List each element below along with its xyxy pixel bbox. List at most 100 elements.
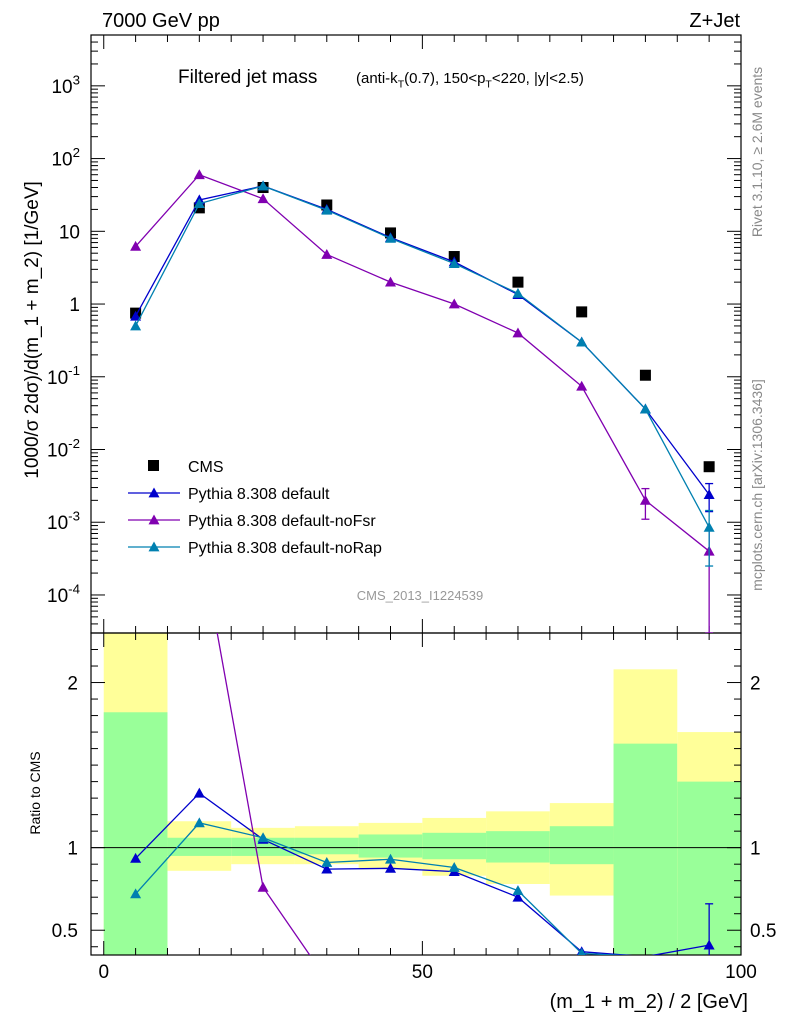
ratio-line [216,633,311,955]
data-point [130,310,142,321]
x-axis-label: (m_1 + m_2) / 2 [GeV] [550,991,748,1013]
data-point [512,327,524,338]
series-line [135,185,710,495]
y-tick-label: 10-2​ [47,436,80,462]
data-point [321,204,333,215]
y-tick-label: 102​ [51,145,80,171]
data-point [448,258,460,268]
x-tick-label: 0 [98,962,109,983]
ratio-point [385,862,397,873]
axis-ticks: 103​ 102​ 10 1 10-1​ 10-2​ 10-3​ 10-4​ 0.5 0.5 1 1 2… [47,34,776,983]
data-point [703,521,715,532]
data-point [576,380,588,391]
main-panel-marks [130,169,715,633]
x-tick-label: 50 [412,962,433,983]
ratio-series-pythia-8.308-default-nofsr [216,633,311,955]
ratio-ylabel: Ratio to CMS [27,751,43,834]
data-point [639,403,651,414]
ratio-point [321,857,333,867]
data-point [512,276,524,288]
data-point [321,248,333,259]
data-point [639,369,651,381]
ratio-point [703,939,715,950]
series-line [135,185,710,528]
series-pythia-8.308-default-norap [130,180,715,567]
ratio-point [577,947,586,955]
ratio-y-tick-label-right: 2 [750,674,761,695]
ratio-point [321,863,333,874]
rivet-label: Rivet 3.1.10, ≥ 2.6M events [749,67,765,237]
band-inner-bin [549,826,614,865]
ratio-panel-frame [90,632,742,956]
x-tick-label: 100 [725,962,757,983]
ratio-panel-marks [130,633,715,955]
y-tick-label: 10-3​ [47,509,80,535]
ratio-point [130,852,142,863]
legend: CMS Pythia 8.308 default Pythia 8.308 defa… [128,459,382,557]
data-point [257,193,269,204]
data-point [576,306,588,318]
ratio-line [135,822,627,955]
ratio-uncertainty-bands [91,633,741,955]
series-pythia-8.308-default-nofsr [130,169,715,633]
ratio-point [193,817,205,828]
band-inner-bin [358,834,423,858]
mcplots-label: mcplots.cern.ch [arXiv:1306.3436] [749,379,765,591]
band-inner-bin [294,837,359,855]
data-point [130,240,142,251]
legend-marker-triangle [148,487,160,498]
ratio-point [512,891,524,902]
ratio-point [385,853,397,864]
band-inner-bin [103,712,168,955]
legend-marker-triangle [148,514,160,525]
series-cms [130,182,715,473]
legend-marker-triangle [148,541,160,552]
ratio-point [257,881,269,892]
band-inner-bin [486,831,550,863]
chart-title: Filtered jet mass [178,67,317,88]
data-point [639,494,651,505]
ratio-y-tick-label: 0.5 [52,921,78,942]
y-tick-label: 10-1​ [47,363,80,389]
ratio-point [512,885,524,895]
ratio-y-tick-label: 1 [67,839,78,860]
data-point [512,287,524,298]
data-point [193,198,205,209]
process-label: Z+Jet [689,10,740,32]
ratio-point [130,888,142,899]
ratio-point [257,832,269,843]
ratio-point [193,787,205,798]
ratio-series-pythia-8.308-default-norap [130,817,627,955]
plot-frames [90,34,742,956]
data-point [703,489,715,499]
ratio-point [448,861,460,872]
data-point [448,298,460,309]
series-line [135,173,710,552]
band-inner-bin [231,837,295,856]
main-ylabel: 1000/σ 2dσ)/d(m_1 + m_2) [1/GeV] [22,181,43,479]
data-point [257,180,269,191]
energy-label: 7000 GeV pp [102,10,220,32]
data-point [576,336,588,347]
legend-label: Pythia 8.308 default-noRap [188,540,382,557]
y-tick-label: 10-4​ [47,581,80,607]
y-tick-label: 103​ [51,72,80,98]
legend-label: CMS [188,459,224,476]
analysis-id: CMS_2013_I1224539 [357,588,484,603]
band-inner-bin [167,837,232,856]
ratio-y-tick-label-right: 0.5 [750,921,776,942]
legend-marker-square [148,460,159,471]
y-tick-label: 10 [59,222,80,243]
data-point [385,232,397,243]
data-point [193,169,205,180]
legend-label: Pythia 8.308 default-noFsr [188,513,376,530]
data-point [385,276,397,287]
ratio-y-tick-label: 2 [67,674,78,695]
data-point [130,320,142,331]
y-tick-label: 1 [69,295,80,316]
data-point [703,461,715,473]
ratio-line [135,792,710,955]
ratio-y-tick-label-right: 1 [750,839,761,860]
